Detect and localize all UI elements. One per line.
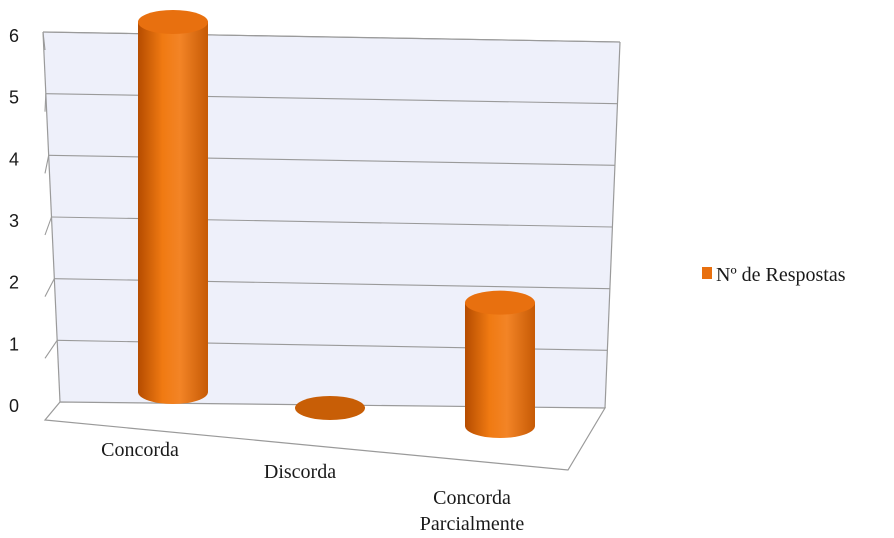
y-tick-label: 3 <box>9 211 19 231</box>
x-category-label: Discorda <box>264 461 336 483</box>
x-category-label: Parcialmente <box>420 513 525 535</box>
side-gridline <box>44 340 58 359</box>
side-gridline <box>44 278 55 297</box>
bars <box>138 10 535 438</box>
side-gridline <box>44 216 53 236</box>
x-axis-category-labels: Concorda Discorda Concorda Parcialmente <box>101 439 524 535</box>
legend-swatch <box>702 267 712 279</box>
legend: Nº de Respostas <box>702 264 846 286</box>
bar-top <box>295 396 365 420</box>
bar-body <box>465 302 535 438</box>
x-category-label: Concorda <box>433 487 511 509</box>
bar-top <box>138 10 208 34</box>
y-tick-label: 1 <box>9 334 19 354</box>
x-category-label: Concorda <box>101 439 179 461</box>
bar-body <box>138 22 208 404</box>
y-tick-label: 6 <box>9 26 19 46</box>
y-tick-label: 5 <box>9 88 19 108</box>
y-axis-tick-labels: 0 1 2 3 4 5 6 <box>9 26 19 416</box>
y-tick-label: 2 <box>9 273 19 293</box>
bar-discorda <box>295 396 365 420</box>
side-gridline <box>44 155 50 174</box>
legend-label: Nº de Respostas <box>716 264 846 286</box>
bar-top <box>465 290 535 315</box>
bar-concorda-parcialmente <box>465 290 535 438</box>
y-tick-label: 0 <box>9 396 19 416</box>
y-tick-label: 4 <box>9 149 19 169</box>
bar-concorda <box>138 10 208 404</box>
